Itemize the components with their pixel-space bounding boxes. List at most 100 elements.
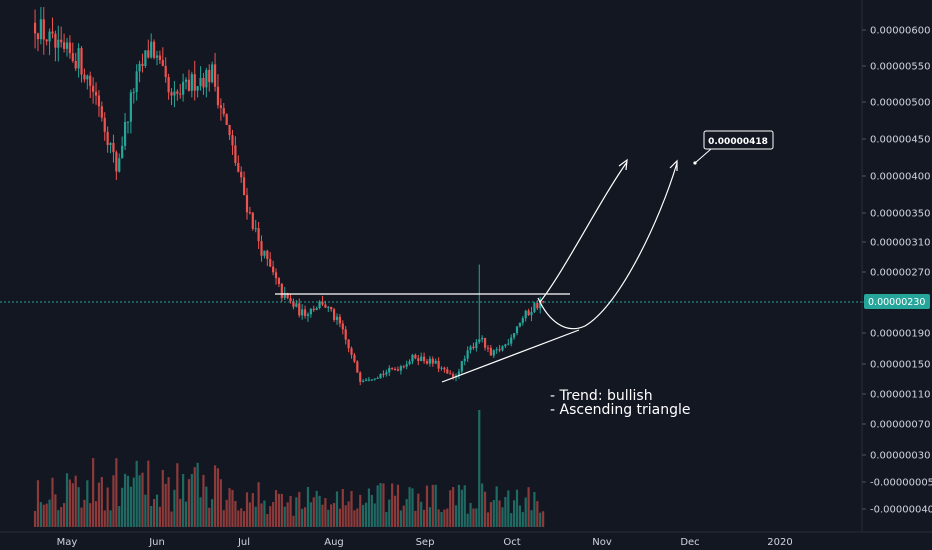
candle-body — [504, 344, 507, 347]
candle-body — [472, 346, 475, 349]
volume-bar — [257, 482, 260, 527]
candle-body — [92, 85, 95, 92]
time-tick-label: Dec — [680, 537, 699, 548]
volume-bar — [263, 500, 266, 527]
candle-body — [359, 372, 362, 382]
volume-bar — [309, 502, 312, 527]
candle-body — [182, 81, 185, 95]
volume-bar — [489, 502, 492, 527]
candle-body — [437, 360, 440, 369]
candle-body — [501, 346, 504, 351]
candle-body — [521, 318, 524, 323]
candle-body — [164, 65, 167, 78]
candle-body — [362, 380, 365, 382]
volume-bar — [51, 477, 54, 527]
volume-bar — [347, 501, 350, 527]
volume-bar — [57, 510, 60, 527]
projection-arrow-direct[interactable] — [539, 158, 628, 303]
volume-bar — [504, 496, 507, 527]
volume-bar — [269, 506, 272, 527]
candle-body — [132, 92, 135, 94]
volume-bar — [100, 477, 103, 527]
volume-bar — [344, 505, 347, 527]
volume-bar — [144, 494, 147, 527]
volume-bar — [330, 504, 333, 527]
volume-bar — [341, 488, 344, 527]
volume-bar — [530, 510, 533, 527]
target-callout[interactable]: 0.00000418 — [693, 130, 774, 165]
volume-bar — [164, 483, 167, 527]
candle-body — [45, 39, 48, 42]
candle-body — [373, 378, 376, 380]
volume-bar — [211, 499, 214, 527]
volume-bar — [274, 490, 278, 527]
candle-body — [161, 60, 164, 66]
candle-body — [60, 39, 63, 43]
volume-bar — [190, 474, 193, 527]
candle-body — [65, 42, 69, 49]
time-tick-label: Sep — [416, 537, 435, 548]
volume-bar — [39, 502, 42, 527]
candle-body — [158, 55, 162, 61]
candle-body — [492, 350, 495, 356]
candle-body — [274, 272, 278, 279]
candle-body — [208, 69, 211, 83]
time-axis[interactable]: May Jun Jul Aug Sep Oct Nov Dec 2020 — [57, 537, 793, 548]
candle-body — [71, 53, 74, 61]
volume-bar — [216, 468, 220, 527]
candle-body — [193, 74, 196, 91]
volume-bar — [62, 503, 66, 527]
candle-body — [263, 250, 266, 256]
time-tick-label: Jul — [237, 537, 250, 548]
volume-bar — [158, 506, 162, 527]
candle-body — [498, 349, 501, 351]
candle-body — [405, 364, 408, 367]
volume-bar — [399, 510, 402, 527]
volume-bar — [425, 485, 429, 527]
volume-bar — [420, 501, 423, 527]
candle-body — [74, 60, 77, 69]
volume-bar — [112, 475, 115, 527]
candle-body — [266, 250, 269, 259]
volume-bar — [376, 485, 379, 527]
candle-body — [449, 373, 452, 375]
volume-bar — [539, 512, 542, 527]
volume-bar — [118, 506, 121, 527]
candle-body — [280, 283, 283, 299]
candle-body — [327, 306, 330, 308]
volume-bar — [184, 501, 188, 527]
volume-bar — [385, 511, 388, 527]
volume-bar — [359, 494, 362, 527]
candle-body — [475, 342, 478, 349]
candle-body — [167, 77, 170, 93]
volume-bar — [510, 513, 513, 527]
price-axis[interactable]: 0.00000600 0.00000550 0.00000500 0.00000450… — [862, 26, 932, 516]
candle-body — [129, 92, 132, 122]
volume-bar — [449, 490, 452, 527]
volume-bar — [254, 506, 257, 527]
volume-bar — [454, 505, 458, 527]
candle-body — [379, 373, 382, 378]
volume-bar — [364, 502, 368, 527]
volume-bar — [428, 507, 432, 527]
volume-bar — [65, 473, 69, 527]
volume-bar — [115, 458, 118, 527]
volume-bar — [182, 474, 185, 527]
candle-body — [330, 306, 333, 310]
candle-body — [269, 258, 272, 267]
volume-bar — [199, 497, 202, 527]
support-trendline[interactable] — [441, 329, 580, 383]
projection-arrow-retest[interactable] — [537, 159, 678, 330]
volume-bar — [196, 462, 199, 527]
volume-bar — [74, 475, 77, 527]
candle-body — [367, 379, 371, 381]
volume-bar — [225, 499, 228, 527]
price-tick-label: 0.00000030 — [870, 451, 930, 462]
candle-body — [382, 373, 385, 375]
candle-body — [396, 369, 400, 371]
volume-bar — [324, 498, 327, 527]
volume-bar — [536, 501, 539, 527]
candle-body — [303, 309, 307, 316]
candle-body — [431, 358, 434, 364]
